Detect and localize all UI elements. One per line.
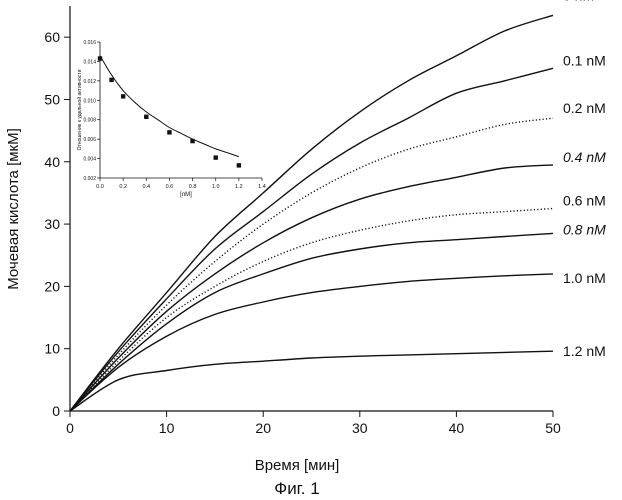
inset-y-axis-label: Отношение к удельной активности: [76, 69, 83, 150]
series-line-0-8-nm: [70, 233, 553, 411]
inset-data-point: [144, 115, 148, 119]
y-tick-label: 50: [44, 91, 60, 107]
y-tick-label: 60: [44, 29, 60, 45]
y-tick-label: 10: [44, 341, 60, 357]
x-tick-label: 30: [352, 420, 368, 436]
main-plot-area: 0 10 20 30 40 50 0 10 20 30 40 50 60 0 nM 0.1 nM 0.2 …: [44, 0, 606, 436]
x-tick-label: 50: [545, 420, 561, 436]
series-line-0-2-nm: [70, 118, 553, 411]
inset-x-tick-label: 0.0: [96, 184, 104, 190]
inset-plot: 0.0 0.2 0.4 0.6 0.8 1.0 1.2 1.4 0.002 0.004 0.006…: [76, 40, 266, 198]
inset-data-point: [121, 94, 125, 98]
series-label: 0.2 nM: [563, 100, 606, 116]
series-label: 0.4 nM: [563, 149, 606, 165]
inset-x-tick-label: 0.2: [119, 184, 127, 190]
y-tick-label: 40: [44, 154, 60, 170]
x-tick-label: 40: [449, 420, 465, 436]
inset-data-point: [237, 163, 241, 167]
x-tick-label: 20: [255, 420, 271, 436]
inset-x-ticks: 0.0 0.2 0.4 0.6 0.8 1.0 1.2 1.4: [96, 178, 266, 190]
inset-data-point: [214, 155, 218, 159]
y-axis-label: Мочевая кислота [мкМ]: [5, 128, 22, 290]
inset-data-point: [98, 56, 102, 60]
series-line-0-1-nm: [70, 68, 553, 411]
x-tick-label: 0: [66, 420, 74, 436]
inset-y-tick-label: 0.016: [83, 40, 96, 46]
inset-points: [98, 56, 241, 167]
inset-y-tick-label: 0.014: [83, 59, 96, 65]
y-ticks: 0 10 20 30 40 50 60: [44, 29, 70, 419]
inset-x-axis-label: [nM]: [180, 192, 192, 198]
figure-caption: Фиг. 1: [274, 479, 319, 498]
inset-x-tick-label: 0.4: [142, 184, 150, 190]
curves: [70, 15, 553, 411]
inset-x-tick-label: 1.4: [258, 184, 266, 190]
inset-y-tick-label: 0.010: [83, 98, 96, 104]
inset-x-tick-label: 1.2: [235, 184, 243, 190]
inset-y-tick-label: 0.008: [83, 118, 96, 124]
series-label: 1.2 nM: [563, 343, 606, 359]
series-label: 0.6 nM: [563, 193, 606, 209]
series-labels: 0 nM 0.1 nM 0.2 nM 0.4 nM 0.6 nM 0.8 nM 1.0 nM…: [563, 0, 606, 359]
y-tick-label: 20: [44, 278, 60, 294]
inset-x-tick-label: 1.0: [212, 184, 220, 190]
series-label: 1.0 nM: [563, 270, 606, 286]
series-line-1-2-nm: [70, 351, 553, 411]
inset-x-tick-label: 0.6: [166, 184, 174, 190]
series-label: 0.1 nM: [563, 52, 606, 68]
inset-y-tick-label: 0.006: [83, 137, 96, 143]
inset-data-point: [109, 78, 113, 82]
x-ticks: 0 10 20 30 40 50: [66, 411, 561, 436]
inset-data-point: [167, 130, 171, 134]
series-line-0-6-nm: [70, 209, 553, 412]
inset-x-tick-label: 0.8: [189, 184, 197, 190]
inset-y-ticks: 0.002 0.004 0.006 0.008 0.010 0.012 0.014 0.016: [83, 40, 100, 182]
y-tick-label: 0: [52, 403, 60, 419]
inset-data-point: [190, 139, 194, 143]
uric-acid-chart: 0 10 20 30 40 50 0 10 20 30 40 50 60 0 nM 0.1 nM 0.2 …: [0, 0, 622, 500]
x-tick-label: 10: [159, 420, 175, 436]
inset-y-tick-label: 0.012: [83, 79, 96, 85]
inset-fit-line-group: [100, 56, 239, 157]
inset-y-tick-label: 0.002: [83, 176, 96, 182]
inset-y-tick-label: 0.004: [83, 157, 96, 163]
series-label: 0 nM: [563, 0, 594, 3]
x-axis-label: Время [мин]: [255, 457, 340, 474]
inset-fit-line: [100, 56, 239, 157]
series-label: 0.8 nM: [563, 221, 606, 237]
y-tick-label: 30: [44, 216, 60, 232]
